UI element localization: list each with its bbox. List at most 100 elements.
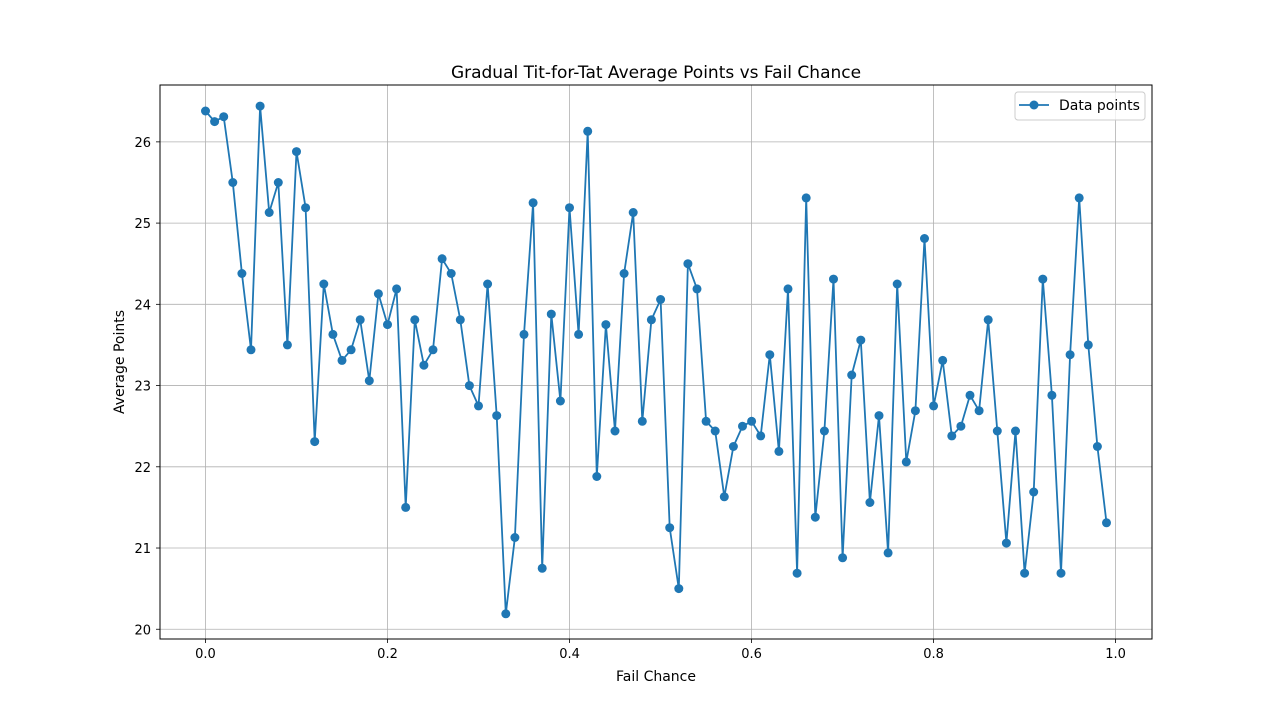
y-tick-label: 23 <box>134 380 151 395</box>
data-point <box>555 396 565 406</box>
data-point <box>637 416 647 426</box>
data-point <box>674 584 684 594</box>
y-tick-label: 26 <box>134 136 151 151</box>
data-point <box>710 426 720 436</box>
data-point <box>292 147 301 157</box>
data-point <box>1065 350 1075 360</box>
data-point <box>656 295 666 304</box>
data-point <box>701 416 711 426</box>
plot-frame <box>159 84 1153 640</box>
x-tick-label: 0.0 <box>195 647 216 662</box>
data-point <box>474 401 483 411</box>
x-tick-label: 0.2 <box>377 647 398 662</box>
data-point <box>874 411 884 421</box>
data-point <box>410 315 420 325</box>
series-group <box>201 101 1111 619</box>
data-point <box>683 259 693 269</box>
data-point <box>237 269 247 278</box>
y-tick-label: 25 <box>134 217 151 232</box>
data-point <box>920 234 929 243</box>
series-line <box>204 105 1108 615</box>
x-axis-ticks: 0.0 0.2 0.4 0.6 0.8 1.0 <box>195 639 1126 662</box>
data-point <box>783 284 793 294</box>
data-point <box>792 568 802 578</box>
y-axis-ticks: 20 21 22 23 24 25 26 <box>134 136 160 638</box>
data-point <box>273 178 283 187</box>
data-point <box>392 284 402 294</box>
data-point <box>628 208 638 217</box>
data-point <box>583 126 593 136</box>
data-point <box>492 411 502 421</box>
y-axis-label: Average Points <box>112 310 128 414</box>
data-point <box>383 320 392 330</box>
data-point <box>510 533 520 542</box>
data-point <box>282 340 292 350</box>
data-point <box>519 329 529 339</box>
data-point <box>747 416 757 426</box>
data-point <box>364 376 374 386</box>
data-point <box>838 553 848 563</box>
data-point <box>437 254 447 264</box>
data-point <box>210 117 220 127</box>
data-point <box>901 457 911 467</box>
data-point <box>1047 390 1057 400</box>
data-point <box>1001 538 1011 548</box>
data-point <box>219 112 229 122</box>
data-point <box>310 437 320 447</box>
data-point <box>719 492 729 502</box>
data-point <box>965 390 975 400</box>
data-point <box>983 315 993 325</box>
data-point <box>929 401 939 411</box>
x-tick-label: 0.4 <box>559 647 580 662</box>
data-point <box>264 208 274 217</box>
data-point <box>847 370 857 380</box>
x-tick-label: 0.8 <box>923 647 944 662</box>
data-point <box>910 406 920 416</box>
data-point <box>756 431 766 441</box>
y-tick-label: 24 <box>134 298 151 313</box>
data-point <box>947 431 957 441</box>
data-point <box>1102 518 1111 528</box>
data-point <box>337 355 347 365</box>
data-point <box>992 426 1002 436</box>
chart-title: Gradual Tit-for-Tat Average Points vs Fa… <box>451 63 861 83</box>
data-point <box>446 269 456 278</box>
data-point <box>419 360 429 370</box>
legend: Data points <box>1014 91 1146 121</box>
data-point <box>1038 274 1048 284</box>
data-point <box>255 101 265 111</box>
legend-marker <box>1029 100 1039 110</box>
data-point <box>829 274 838 284</box>
data-point <box>201 106 210 116</box>
legend-box <box>1014 91 1146 121</box>
data-point <box>246 345 256 355</box>
data-point <box>646 315 656 325</box>
data-point <box>692 284 702 294</box>
data-point <box>319 279 329 289</box>
data-point <box>883 548 893 558</box>
data-point <box>974 406 984 416</box>
data-point <box>1020 568 1030 578</box>
data-point <box>601 320 611 330</box>
data-point <box>401 502 411 512</box>
data-point <box>619 269 629 278</box>
data-point <box>728 442 738 451</box>
y-tick-label: 22 <box>134 461 151 476</box>
data-point <box>865 498 875 507</box>
grid-lines <box>160 85 1152 639</box>
data-point <box>610 426 620 436</box>
data-point <box>373 289 383 299</box>
data-point <box>1092 442 1102 451</box>
data-point <box>355 315 365 325</box>
data-point <box>565 203 574 213</box>
data-point <box>765 350 775 360</box>
data-point <box>892 279 902 289</box>
data-point <box>819 426 829 436</box>
data-point <box>1074 193 1084 203</box>
data-point <box>546 309 556 319</box>
data-point <box>346 345 356 355</box>
data-point <box>574 329 584 339</box>
data-point <box>801 193 811 203</box>
data-point <box>738 421 747 431</box>
